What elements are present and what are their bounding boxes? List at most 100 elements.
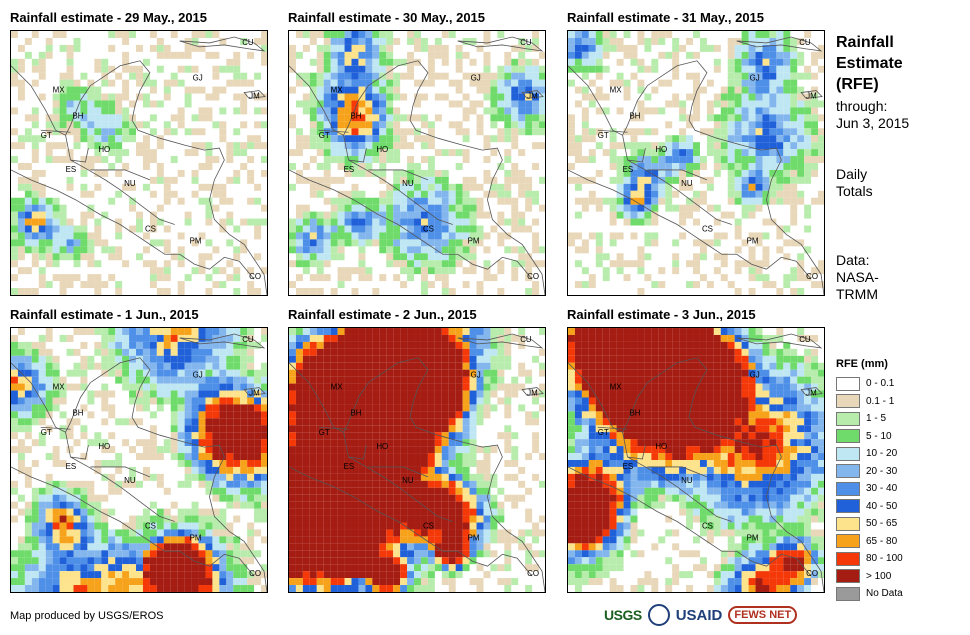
rainfall-cell (462, 432, 470, 440)
rainfall-cell (769, 218, 777, 226)
rainfall-cell (441, 578, 449, 586)
rainfall-cell (156, 328, 164, 335)
rainfall-cell (393, 529, 401, 537)
rainfall-cell (233, 571, 241, 579)
rainfall-cell (441, 149, 449, 157)
rainfall-cell (302, 211, 310, 219)
rainfall-cell (59, 529, 67, 537)
rainfall-cell (414, 536, 421, 544)
rainfall-cell (386, 508, 394, 516)
rainfall-cell (727, 128, 735, 136)
rainfall-cell (769, 72, 777, 80)
rainfall-cell (455, 480, 463, 488)
rainfall-cell (191, 149, 199, 157)
rainfall-cell (407, 190, 415, 198)
rainfall-cell (129, 571, 137, 579)
rainfall-cell (212, 383, 220, 391)
rainfall-cell (247, 156, 255, 163)
rainfall-cell (469, 501, 477, 509)
rainfall-cell (358, 128, 366, 136)
rainfall-cell (254, 107, 262, 115)
rainfall-cell (441, 267, 449, 275)
rainfall-cell (38, 362, 46, 370)
rainfall-cell (337, 86, 345, 94)
rainfall-cell (337, 418, 345, 426)
rainfall-cell (226, 176, 234, 184)
rainfall-cell (330, 466, 338, 474)
rainfall-cell (108, 390, 116, 398)
rainfall-cell (177, 480, 185, 488)
rainfall-cell (129, 100, 137, 108)
rainfall-cell (101, 508, 109, 516)
rainfall-cell (254, 487, 262, 495)
rainfall-cell (184, 328, 192, 335)
rainfall-cell (240, 571, 248, 579)
rainfall-cell (198, 369, 206, 377)
rainfall-cell (407, 51, 415, 59)
rainfall-cell (414, 176, 421, 184)
rainfall-cell (87, 557, 95, 565)
rainfall-cell (24, 550, 32, 558)
rainfall-cell (323, 432, 331, 440)
rainfall-cell (295, 253, 303, 261)
rainfall-cell (386, 253, 394, 261)
rainfall-cell (142, 348, 150, 356)
rainfall-cell (420, 334, 428, 342)
rainfall-cell (441, 51, 449, 59)
rainfall-cell (427, 432, 435, 440)
rainfall-cell (247, 446, 255, 454)
rainfall-cell (337, 100, 345, 108)
rainfall-cell (379, 578, 387, 586)
rainfall-cell (609, 135, 617, 143)
rainfall-cell (393, 37, 401, 45)
rainfall-cell (205, 183, 213, 191)
rainfall-cell (170, 190, 178, 198)
rainfall-cell (295, 411, 303, 419)
rainfall-cell (420, 390, 428, 398)
rainfall-cell (727, 114, 735, 122)
rainfall-cell (386, 369, 394, 377)
rainfall-cell (448, 418, 456, 426)
rainfall-cell (672, 37, 680, 45)
rainfall-cell (309, 334, 317, 342)
rainfall-cell (66, 128, 74, 136)
rainfall-cell (693, 163, 700, 170)
rainfall-cell (66, 446, 74, 454)
rainfall-cell (87, 107, 95, 115)
rainfall-cell (38, 543, 46, 551)
rainfall-cell (330, 93, 338, 101)
rainfall-cell (309, 176, 317, 184)
rainfall-cell (52, 274, 60, 282)
rainfall-cell (427, 473, 435, 481)
rainfall-cell (365, 232, 373, 240)
rainfall-cell (59, 232, 67, 240)
rainfall-cell (330, 246, 338, 254)
rainfall-cell (24, 362, 32, 370)
rainfall-cell (136, 253, 143, 261)
rainfall-cell (358, 93, 366, 101)
rainfall-cell (720, 260, 728, 268)
rainfall-cell (330, 100, 338, 108)
rainfall-cell (330, 397, 338, 405)
rainfall-cell (400, 432, 408, 440)
rainfall-cell (87, 260, 95, 268)
rainfall-cell (247, 473, 255, 481)
rainfall-cell (38, 494, 46, 502)
rainfall-cell (337, 121, 345, 129)
rainfall-cell (462, 418, 470, 426)
rainfall-cell (672, 334, 680, 342)
rainfall-cell (755, 135, 763, 143)
rainfall-cell (741, 341, 749, 349)
rainfall-cell (330, 142, 338, 150)
rainfall-cell (420, 176, 428, 184)
rainfall-cell (212, 190, 220, 198)
rainfall-cell (11, 211, 18, 219)
rainfall-cell (748, 169, 756, 177)
rainfall-cell (247, 341, 255, 349)
rainfall-cell (609, 362, 617, 370)
rainfall-cell (219, 197, 227, 205)
rainfall-cell (386, 585, 394, 592)
rainfall-cell (59, 218, 67, 226)
rainfall-cell (344, 239, 352, 247)
rainfall-cell (101, 543, 109, 551)
